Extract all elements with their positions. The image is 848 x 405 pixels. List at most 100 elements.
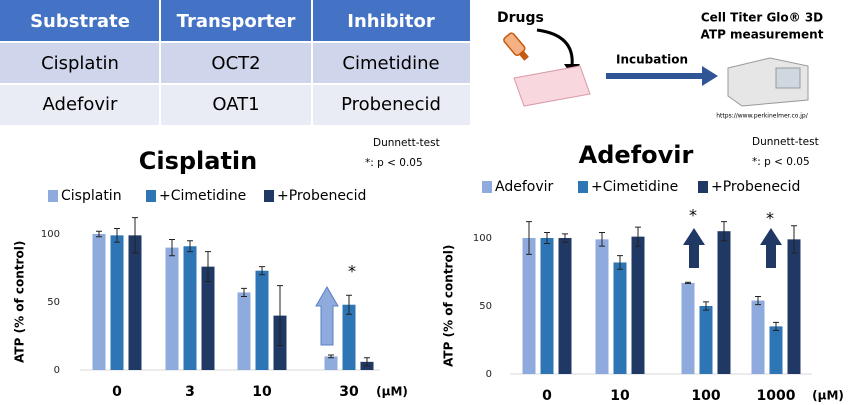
x-tick-label: 30 xyxy=(339,384,359,400)
table-header: Substrate xyxy=(30,11,130,32)
x-tick-label: 10 xyxy=(610,388,630,404)
legend-swatch xyxy=(578,181,588,193)
incubation-label: Incubation xyxy=(616,53,688,67)
error-bar xyxy=(703,301,709,311)
x-tick-label: 3 xyxy=(185,384,195,400)
bar xyxy=(255,270,269,370)
error-bar xyxy=(114,228,120,243)
table-cell: OCT2 xyxy=(211,53,260,74)
bar xyxy=(324,356,338,370)
x-tick-label: 1000 xyxy=(757,388,796,404)
y-tick-label: 0 xyxy=(54,365,60,376)
x-tick-label: 0 xyxy=(542,388,552,404)
error-bar xyxy=(635,226,641,247)
annotation: *: p < 0.05 xyxy=(365,157,423,169)
error-bar xyxy=(205,251,211,283)
increase-arrow xyxy=(760,228,782,268)
error-bar xyxy=(544,232,550,244)
bar xyxy=(558,238,572,374)
bar xyxy=(769,326,783,374)
table-row-bg xyxy=(0,84,470,125)
error-bar xyxy=(721,221,727,242)
table-cell: Cimetidine xyxy=(342,53,439,74)
bar xyxy=(128,235,142,370)
y-tick-label: 0 xyxy=(486,369,492,380)
error-bar xyxy=(685,281,691,285)
drop-arrow xyxy=(536,28,574,67)
bar xyxy=(787,239,801,374)
legend-label: +Cimetidine xyxy=(159,188,246,204)
legend-label: Adefovir xyxy=(495,179,554,195)
bar xyxy=(201,266,215,370)
error-bar xyxy=(773,321,779,331)
bar xyxy=(751,300,765,374)
bar xyxy=(717,231,731,374)
y-tick-label: 100 xyxy=(473,233,492,244)
instrument-label: Cell Titer Glo® 3D xyxy=(701,11,823,25)
legend-swatch xyxy=(48,190,58,202)
credit: https://www.perkinelmer.co.jp/ xyxy=(716,113,808,120)
y-axis-label: ATP (% of control) xyxy=(13,241,27,363)
legend-label: +Cimetidine xyxy=(591,179,678,195)
legend-label: +Probenecid xyxy=(711,179,800,195)
chart-title: Cisplatin xyxy=(139,147,258,175)
bar xyxy=(165,247,179,370)
legend-label: +Probenecid xyxy=(277,188,366,204)
legend-swatch xyxy=(146,190,156,202)
error-bar xyxy=(617,255,623,270)
error-bar xyxy=(187,240,193,253)
bar xyxy=(681,282,695,374)
x-axis-unit: (μM) xyxy=(376,385,408,399)
increase-arrow xyxy=(315,286,339,346)
x-tick-label: 0 xyxy=(112,384,122,400)
bar xyxy=(540,238,554,374)
table-cell: Cisplatin xyxy=(41,53,119,74)
bar xyxy=(595,239,609,374)
x-tick-label: 10 xyxy=(252,384,272,400)
bar xyxy=(110,235,124,370)
table-row-bg xyxy=(0,42,470,84)
error-bar xyxy=(132,217,138,254)
error-bar xyxy=(791,225,797,254)
incubation-arrowhead xyxy=(702,66,718,86)
bar xyxy=(183,246,197,370)
table-cell: OAT1 xyxy=(212,94,259,115)
chart-title: Adefovir xyxy=(579,141,694,169)
x-tick-label: 100 xyxy=(691,388,720,404)
annotation: Dunnett-test xyxy=(373,137,440,149)
significance: * xyxy=(766,209,774,228)
y-tick-label: 50 xyxy=(479,301,492,312)
error-bar xyxy=(169,238,175,257)
significance: * xyxy=(689,206,697,225)
error-bar xyxy=(241,287,247,298)
error-bar xyxy=(526,221,532,255)
instrument-label: ATP measurement xyxy=(701,28,824,42)
error-bar xyxy=(277,285,283,347)
y-tick-label: 100 xyxy=(41,229,60,240)
y-tick-label: 50 xyxy=(47,297,60,308)
bar xyxy=(92,234,106,370)
instrument-icon xyxy=(727,57,809,107)
bar xyxy=(522,238,536,374)
bar xyxy=(613,262,627,374)
error-bar xyxy=(96,230,102,238)
bar xyxy=(342,304,356,370)
error-bar xyxy=(755,295,761,306)
legend-label: Cisplatin xyxy=(61,188,122,204)
legend-swatch xyxy=(698,181,708,193)
error-bar xyxy=(562,233,568,243)
legend-swatch xyxy=(482,181,492,193)
y-axis-label: ATP (% of control) xyxy=(442,245,456,367)
bar xyxy=(699,306,713,374)
table-cell: Probenecid xyxy=(341,94,441,115)
error-bar xyxy=(599,232,605,247)
error-bar xyxy=(328,354,334,359)
table-header-bg xyxy=(0,0,470,42)
significance: * xyxy=(348,262,356,281)
table-cell: Adefovir xyxy=(43,94,119,115)
bar xyxy=(631,236,645,374)
increase-arrow xyxy=(683,228,705,268)
error-bar xyxy=(259,266,265,276)
x-axis-unit: (μM) xyxy=(812,389,844,403)
